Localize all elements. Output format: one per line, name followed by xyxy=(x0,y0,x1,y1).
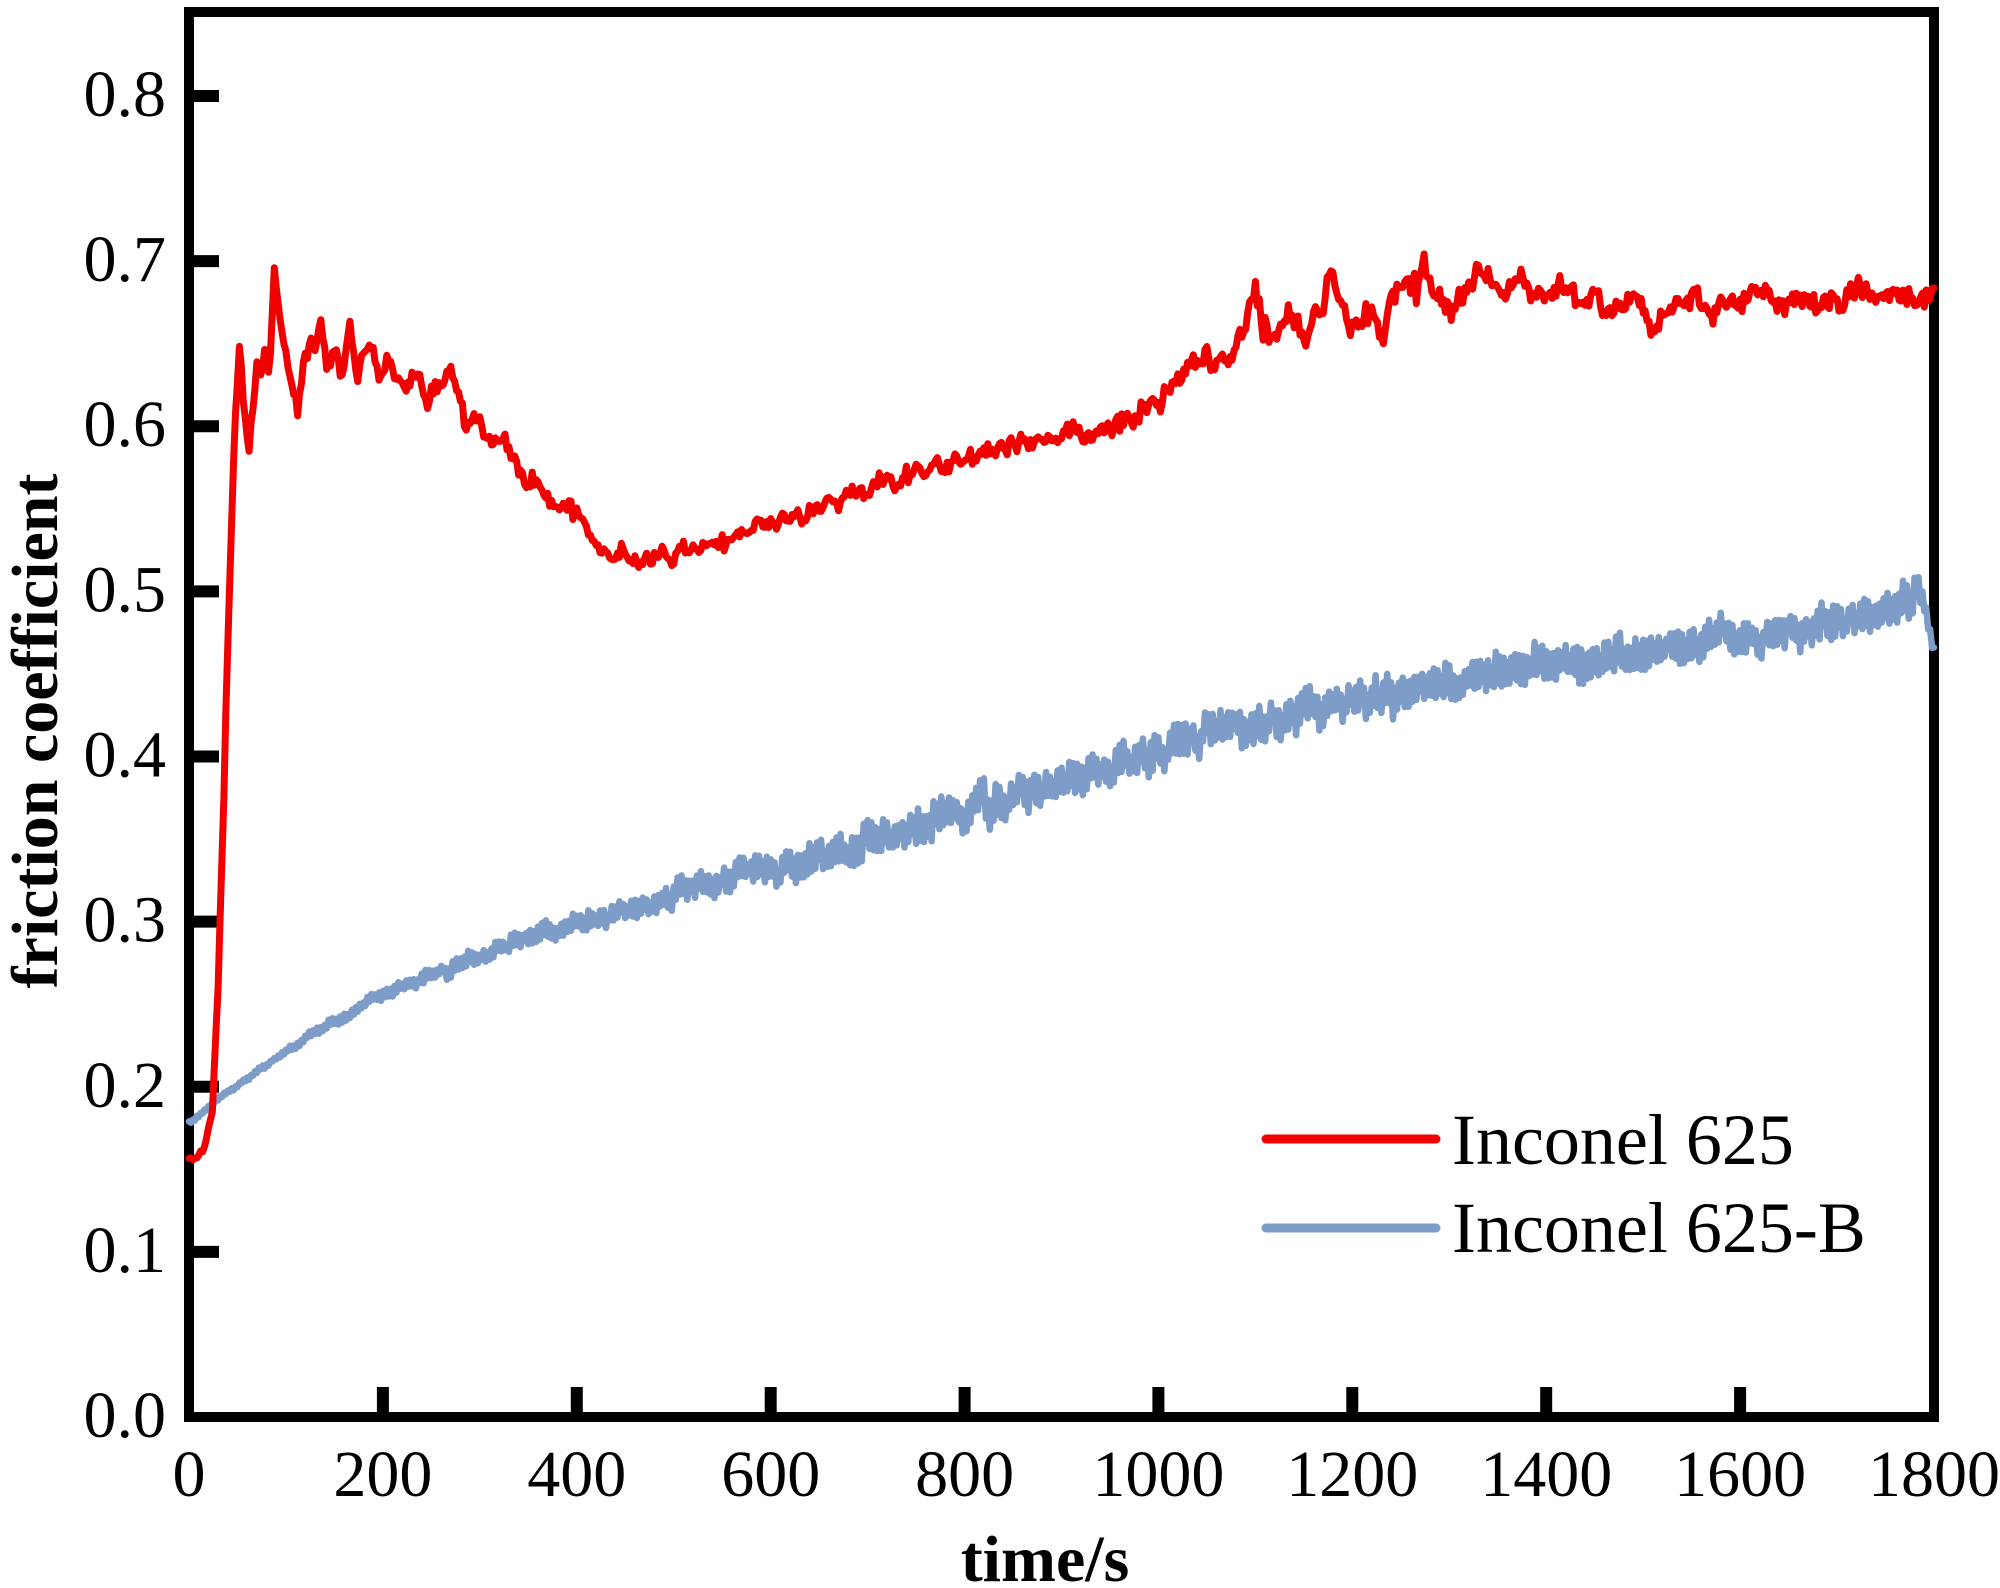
svg-text:friction coefficient: friction coefficient xyxy=(0,474,72,989)
svg-text:600: 600 xyxy=(721,1438,820,1511)
svg-text:1400: 1400 xyxy=(1480,1438,1612,1511)
svg-text:0: 0 xyxy=(173,1438,206,1511)
svg-text:Inconel 625-B: Inconel 625-B xyxy=(1452,1188,1866,1268)
svg-text:200: 200 xyxy=(333,1438,432,1511)
svg-text:0.2: 0.2 xyxy=(84,1049,167,1122)
svg-text:0.3: 0.3 xyxy=(84,884,167,957)
svg-text:0.0: 0.0 xyxy=(84,1379,167,1452)
svg-text:0.8: 0.8 xyxy=(84,58,167,131)
svg-text:0.4: 0.4 xyxy=(84,719,167,792)
svg-text:time/s: time/s xyxy=(961,1523,1130,1588)
svg-text:1600: 1600 xyxy=(1674,1438,1806,1511)
svg-text:Inconel 625: Inconel 625 xyxy=(1452,1100,1794,1180)
svg-text:800: 800 xyxy=(915,1438,1014,1511)
svg-text:0.7: 0.7 xyxy=(84,223,167,296)
svg-text:0.5: 0.5 xyxy=(84,553,167,626)
svg-text:0.1: 0.1 xyxy=(84,1214,167,1287)
svg-text:1000: 1000 xyxy=(1092,1438,1224,1511)
svg-text:400: 400 xyxy=(527,1438,626,1511)
svg-text:1800: 1800 xyxy=(1868,1438,2000,1511)
svg-text:1200: 1200 xyxy=(1286,1438,1418,1511)
svg-text:0.6: 0.6 xyxy=(84,388,167,461)
